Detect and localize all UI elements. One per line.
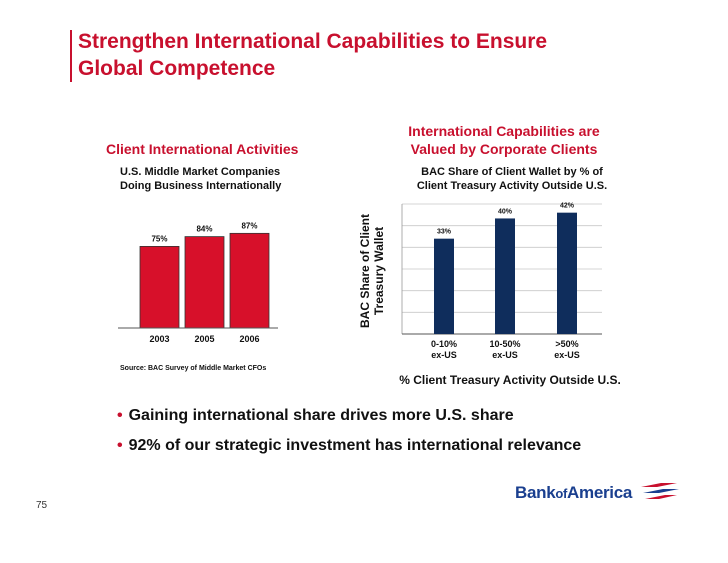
right-panel-heading-line-2: Valued by Corporate Clients xyxy=(410,141,598,157)
left-bar-value-label: 87% xyxy=(241,221,257,230)
logo-word-america: America xyxy=(567,483,633,502)
right-bar-chart: 33%0-10%ex-US40%10-50%ex-US42%>50%ex-US … xyxy=(358,203,620,387)
logo-word-of: of xyxy=(555,486,568,501)
right-chart-y-axis-label-line-2: Treasury Wallet xyxy=(372,227,386,315)
right-x-tick-label-line-2: ex-US xyxy=(492,350,518,360)
left-chart-subtitle-line-1: U.S. Middle Market Companies xyxy=(120,166,281,178)
right-chart-subtitle: BAC Share of Client Wallet by % of Clien… xyxy=(392,165,632,193)
title-accent-bar xyxy=(70,30,72,82)
right-chart-subtitle-line-1: BAC Share of Client Wallet by % of xyxy=(421,166,603,178)
right-bar-value-label: 40% xyxy=(498,208,513,215)
left-bar xyxy=(184,236,225,329)
logo-wordmark: BankofAmerica xyxy=(515,483,632,502)
left-bar xyxy=(139,246,180,329)
bank-of-america-logo: BankofAmerica xyxy=(515,483,679,503)
bullet-dot: • xyxy=(117,407,123,424)
logo-word-bank: Bank xyxy=(515,483,556,502)
bullet-item-1: • Gaining international share drives more… xyxy=(117,407,514,425)
right-x-tick-label-line-1: 0-10% xyxy=(431,339,457,349)
left-panel-heading: Client International Activities xyxy=(106,141,299,157)
right-bar-value-label: 33% xyxy=(437,229,452,236)
left-chart-subtitle-line-2: Doing Business Internationally xyxy=(120,180,282,192)
left-bar xyxy=(229,232,270,329)
left-chart-subtitle: U.S. Middle Market Companies Doing Busin… xyxy=(120,165,281,193)
right-panel-heading-line-1: International Capabilities are xyxy=(408,123,600,139)
right-x-tick-label-line-1: >50% xyxy=(555,339,578,349)
left-bar-value-label: 75% xyxy=(151,234,167,243)
chart-source-note: Source: BAC Survey of Middle Market CFOs xyxy=(120,365,267,372)
right-chart-subtitle-line-2: Client Treasury Activity Outside U.S. xyxy=(416,180,608,192)
bullet-text-2: 92% of our strategic investment has inte… xyxy=(128,437,582,454)
slide-title-line-2: Global Competence xyxy=(78,57,276,80)
right-chart-x-axis-label: % Client Treasury Activity Outside U.S. xyxy=(399,373,620,387)
flag-icon xyxy=(641,483,679,499)
left-x-tick-label: 2005 xyxy=(194,334,214,344)
bullet-text-1: Gaining international share drives more … xyxy=(128,407,514,424)
bullet-item-2: • 92% of our strategic investment has int… xyxy=(117,437,581,455)
right-x-tick-label-line-2: ex-US xyxy=(431,350,457,360)
slide-title: Strengthen International Capabilities to… xyxy=(70,28,548,82)
left-bar-chart: 75% 2003 84% 2005 87% 2006 xyxy=(118,221,278,344)
slide-title-line-1: Strengthen International Capabilities to… xyxy=(78,30,548,53)
right-x-tick-label-line-2: ex-US xyxy=(554,350,580,360)
right-bar-value-label: 42% xyxy=(560,203,575,210)
right-x-tick-label-line-1: 10-50% xyxy=(489,339,520,349)
right-bar xyxy=(434,238,454,334)
left-x-tick-label: 2003 xyxy=(149,334,169,344)
left-bar-value-label: 84% xyxy=(196,225,212,234)
page-number: 75 xyxy=(36,500,48,511)
left-x-tick-label: 2006 xyxy=(239,334,259,344)
right-panel-heading: International Capabilities are Valued by… xyxy=(394,122,614,158)
right-chart-y-axis-label-line-1: BAC Share of Client xyxy=(358,214,372,328)
bullet-dot: • xyxy=(117,437,123,454)
right-bar xyxy=(495,218,515,334)
right-bar xyxy=(557,212,577,334)
